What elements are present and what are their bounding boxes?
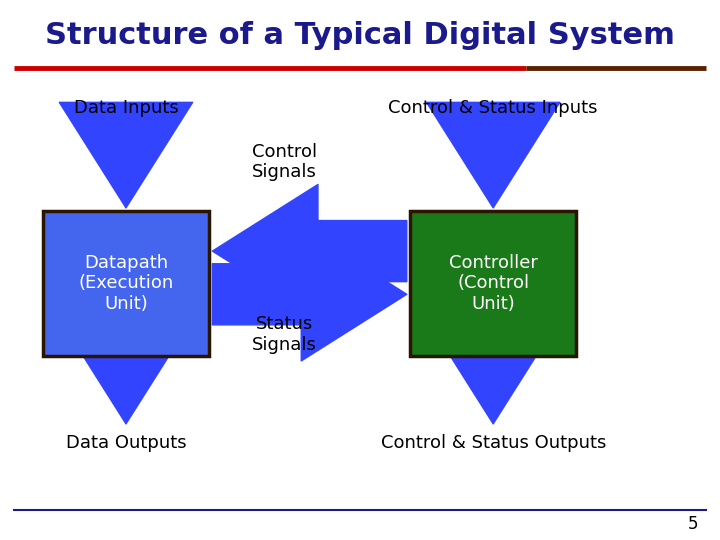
Text: Datapath
(Execution
Unit): Datapath (Execution Unit) (78, 254, 174, 313)
Text: Structure of a Typical Digital System: Structure of a Typical Digital System (45, 21, 675, 50)
Text: Data Outputs: Data Outputs (66, 434, 186, 452)
Text: Control & Status Inputs: Control & Status Inputs (389, 99, 598, 117)
Text: Control & Status Outputs: Control & Status Outputs (380, 434, 606, 452)
FancyBboxPatch shape (43, 211, 209, 356)
Text: 5: 5 (688, 515, 698, 533)
Text: Controller
(Control
Unit): Controller (Control Unit) (449, 254, 538, 313)
Text: Data Inputs: Data Inputs (73, 99, 179, 117)
Text: Status
Signals: Status Signals (252, 315, 317, 354)
FancyBboxPatch shape (410, 211, 576, 356)
Text: Control
Signals: Control Signals (252, 143, 317, 181)
